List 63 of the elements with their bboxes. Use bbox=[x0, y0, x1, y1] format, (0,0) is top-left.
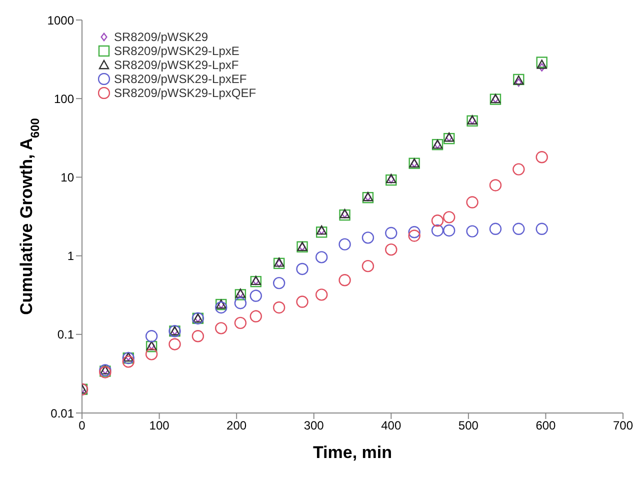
point bbox=[512, 163, 525, 176]
point bbox=[315, 251, 328, 264]
point bbox=[385, 243, 398, 256]
x-tick-label: 0 bbox=[78, 418, 86, 433]
x-tick-label: 700 bbox=[612, 418, 634, 433]
y-tick-label: 1000 bbox=[47, 13, 74, 28]
point bbox=[122, 356, 134, 368]
point bbox=[145, 330, 158, 342]
point bbox=[431, 224, 444, 237]
point bbox=[431, 214, 444, 227]
point bbox=[408, 226, 420, 238]
point bbox=[536, 151, 548, 164]
point bbox=[385, 226, 398, 240]
point bbox=[234, 289, 246, 300]
point bbox=[250, 310, 262, 322]
point bbox=[273, 258, 285, 270]
y-tick-label: 0.1 bbox=[57, 328, 74, 342]
y-tick-label: 0.01 bbox=[50, 406, 74, 420]
point bbox=[536, 60, 547, 69]
point bbox=[145, 348, 158, 360]
legend-label: SR8209/pWSK29 bbox=[114, 30, 208, 44]
point bbox=[272, 276, 286, 290]
point bbox=[512, 222, 525, 235]
x-tick-label: 100 bbox=[149, 418, 170, 433]
point bbox=[489, 179, 502, 192]
x-axis-title: Time, min bbox=[312, 443, 392, 462]
point bbox=[466, 225, 478, 238]
point bbox=[296, 296, 308, 308]
point bbox=[362, 232, 374, 244]
point bbox=[443, 224, 456, 237]
point bbox=[443, 211, 456, 224]
x-tick-label: 500 bbox=[458, 418, 479, 433]
point bbox=[215, 301, 228, 314]
point bbox=[296, 262, 308, 276]
point bbox=[338, 238, 351, 250]
point bbox=[168, 338, 181, 350]
x-tick-label: 600 bbox=[536, 418, 556, 433]
point bbox=[515, 78, 522, 87]
point bbox=[536, 222, 548, 235]
point bbox=[316, 226, 328, 238]
x-tick-label: 400 bbox=[381, 418, 402, 433]
x-tick-label: 300 bbox=[304, 418, 324, 433]
point bbox=[192, 330, 204, 342]
point bbox=[272, 301, 286, 314]
x-tick-label: 200 bbox=[226, 418, 247, 433]
legend-label: SR8209/pWSK29-LpxE bbox=[114, 44, 240, 58]
point bbox=[466, 196, 478, 208]
point bbox=[362, 260, 374, 272]
point bbox=[538, 63, 546, 72]
legend-label: SR8209/pWSK29-LpxF bbox=[114, 58, 239, 72]
point bbox=[215, 322, 228, 334]
y-tick-label: 10 bbox=[60, 170, 74, 184]
point bbox=[489, 222, 502, 235]
y-tick-label: 100 bbox=[54, 92, 74, 106]
point bbox=[315, 288, 328, 301]
y-tick-label: 1 bbox=[67, 249, 74, 264]
point bbox=[234, 297, 247, 310]
legend-label: SR8209/pWSK29-LpxQEF bbox=[114, 86, 256, 100]
point bbox=[408, 230, 420, 242]
point bbox=[234, 316, 247, 330]
point bbox=[338, 274, 351, 286]
point bbox=[250, 290, 262, 302]
legend-label: SR8209/pWSK29-LpxEF bbox=[114, 72, 247, 86]
